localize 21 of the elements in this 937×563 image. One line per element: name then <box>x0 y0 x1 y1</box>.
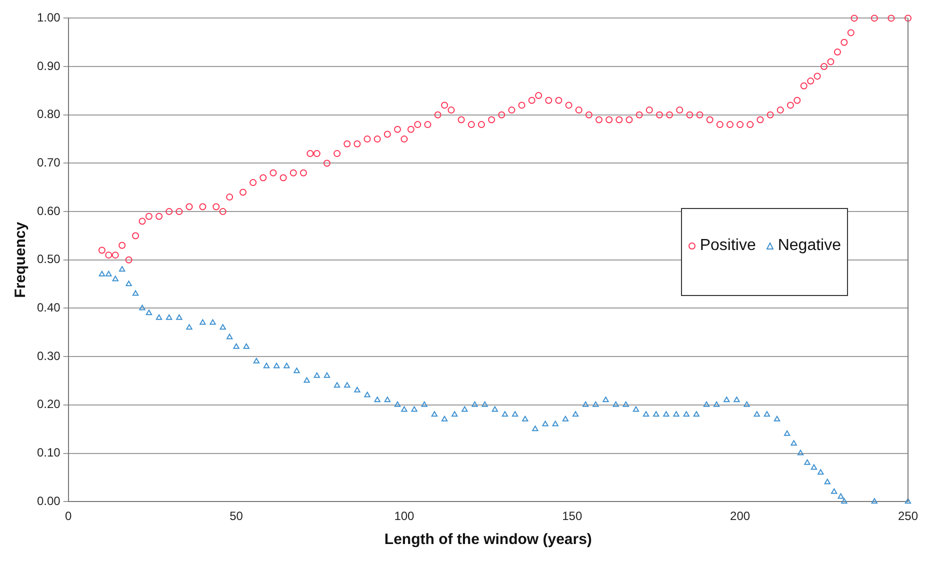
y-tick-label: 0.00 <box>36 494 61 508</box>
x-tick-label: 100 <box>394 509 415 524</box>
y-tick-label: 0.70 <box>36 156 61 170</box>
y-tick-label: 0.20 <box>36 397 61 412</box>
y-tick-label: 1.00 <box>36 10 61 25</box>
legend-label: Negative <box>778 237 841 255</box>
x-axis-title: Length of the window (years) <box>384 531 592 548</box>
y-tick-label: 0.60 <box>36 204 61 218</box>
y-tick-label: 0.90 <box>36 58 61 73</box>
y-tick-label: 0.30 <box>36 348 61 363</box>
x-tick-label: 150 <box>562 509 582 524</box>
x-tick-label: 0 <box>65 509 72 524</box>
x-tick-label: 50 <box>230 509 244 524</box>
y-tick-label: 0.80 <box>36 107 61 122</box>
x-tick-label: 200 <box>730 509 750 524</box>
x-tick-label: 250 <box>898 509 918 524</box>
y-tick-label: 0.10 <box>36 446 61 460</box>
y-tick-label: 0.50 <box>36 252 61 266</box>
y-tick-label: 0.40 <box>36 300 61 315</box>
legend-label: Positive <box>700 237 756 255</box>
y-axis-title: Frequency <box>12 221 30 298</box>
